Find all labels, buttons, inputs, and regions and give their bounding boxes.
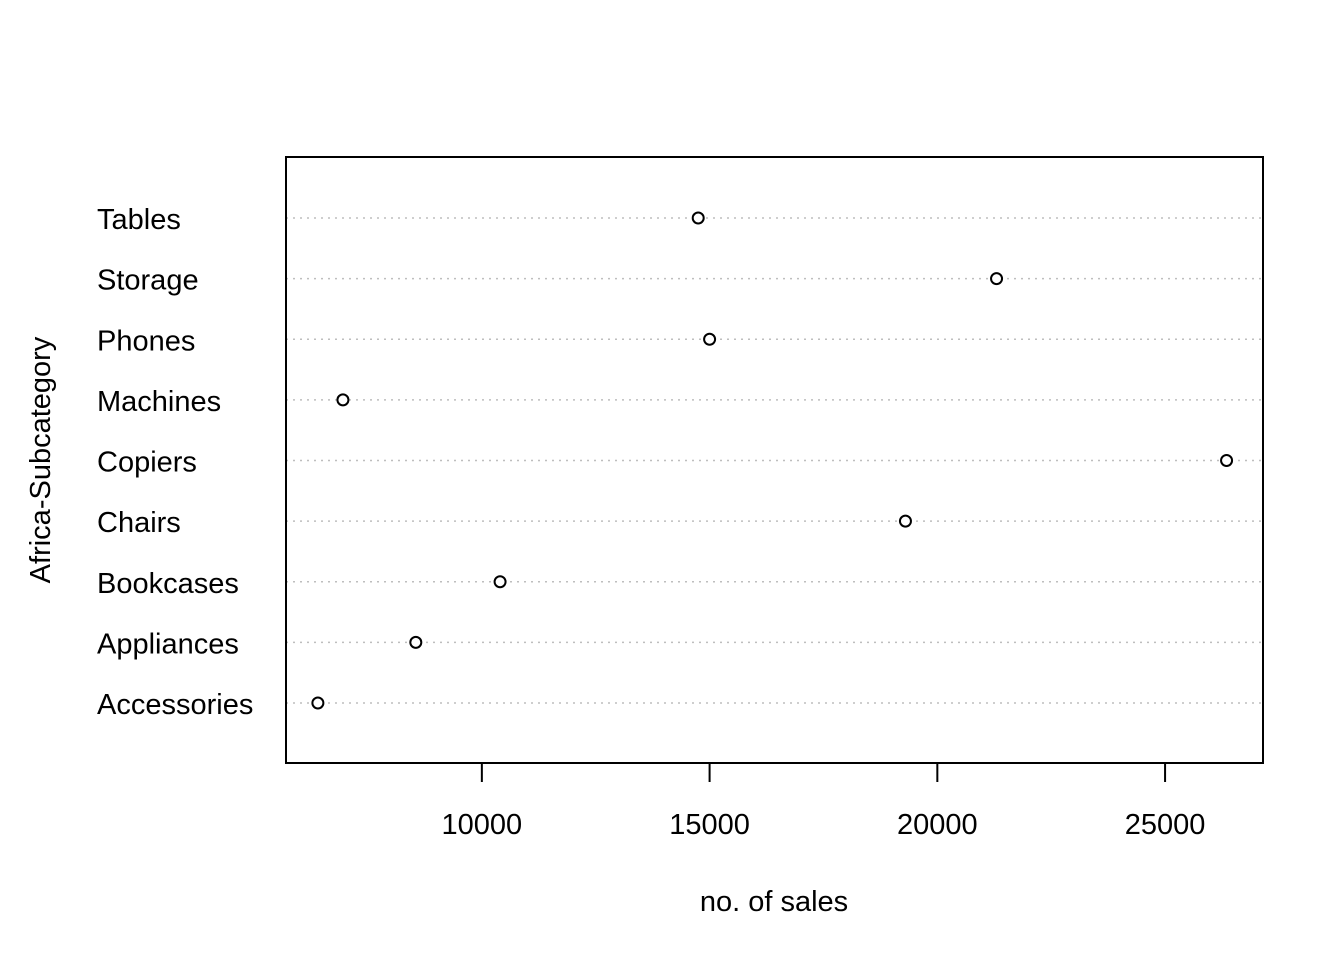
y-axis-title: Africa-Subcategory bbox=[25, 336, 57, 583]
x-axis-title: no. of sales bbox=[700, 886, 848, 918]
data-point bbox=[311, 696, 325, 710]
category-label: Storage bbox=[97, 265, 199, 297]
x-tick-label: 25000 bbox=[1125, 809, 1206, 841]
data-point bbox=[898, 514, 912, 528]
data-point bbox=[409, 635, 423, 649]
x-axis: 10000 15000 20000 25000 bbox=[442, 762, 1206, 841]
data-point bbox=[703, 332, 717, 346]
data-points bbox=[311, 211, 1234, 710]
data-point bbox=[336, 393, 350, 407]
category-labels: Accessories Appliances Bookcases Chairs Copi… bbox=[97, 204, 253, 721]
plot-frame bbox=[285, 156, 1264, 764]
category-label: Phones bbox=[97, 325, 195, 357]
category-label: Appliances bbox=[97, 628, 239, 660]
data-point bbox=[493, 575, 507, 589]
data-point bbox=[990, 272, 1004, 286]
gridlines bbox=[286, 217, 1263, 704]
data-point bbox=[1220, 454, 1234, 467]
x-tick-label: 10000 bbox=[442, 809, 523, 841]
category-label: Chairs bbox=[97, 507, 181, 539]
x-tick-label: 15000 bbox=[669, 809, 750, 841]
data-point bbox=[691, 211, 705, 225]
category-label: Bookcases bbox=[97, 568, 239, 600]
category-label: Copiers bbox=[97, 447, 197, 479]
x-tick-label: 20000 bbox=[897, 809, 978, 841]
category-label: Machines bbox=[97, 386, 221, 418]
category-label: Tables bbox=[97, 204, 181, 236]
category-label: Accessories bbox=[97, 689, 253, 721]
